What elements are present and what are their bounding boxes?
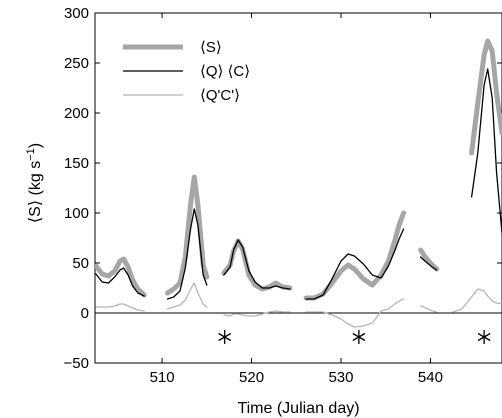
y-tick-label: 100 [64,205,89,222]
series-0 [95,38,502,301]
series-line-1 [419,256,438,271]
asterisk-marker [352,330,366,344]
y-tick-label: −50 [64,355,89,372]
y-tick-label: 0 [81,305,89,322]
series-line-0 [165,174,210,296]
series-1 [95,68,502,300]
series-line-1 [166,208,208,300]
y-axis-label: ⟨S⟩ (kg s−1) [25,143,44,223]
y-axis-label-close: ) [27,143,44,148]
legend: ⟨S⟩ ⟨Q⟩ ⟨C⟩ ⟨Q'C'⟩ [123,39,250,104]
series-line-0 [418,247,440,272]
series-line-2 [223,310,291,317]
series-line-2 [452,288,502,313]
x-tick-label: 530 [328,369,353,386]
legend-label: ⟨Q'C'⟩ [200,87,240,104]
series-line-2 [305,298,405,328]
series-line-1 [223,239,291,290]
series-line-0 [469,38,502,156]
asterisk-marker [477,330,491,344]
series-line-1 [305,228,405,300]
series-line-0 [303,210,407,301]
y-axis-label-exponent: −1 [25,148,37,161]
x-tick-label: 540 [418,369,443,386]
legend-label: ⟨S⟩ [200,39,222,56]
series-line-1 [95,267,145,297]
legend-label: ⟨Q⟩ ⟨C⟩ [200,63,250,80]
y-tick-label: 200 [64,105,89,122]
y-axis-label-main: ⟨S⟩ (kg s [27,161,44,223]
y-tick-label: 300 [64,5,89,22]
series-line-2 [166,282,208,310]
series-2 [95,282,502,328]
plot-area: −50 0 50 100 150 200 250 300 510 520 530 540 [64,5,502,386]
x-tick-label: 520 [239,369,264,386]
series-line-1 [470,68,502,234]
x-tick-label: 510 [150,369,175,386]
series-line-2 [419,305,438,313]
plot-frame [94,12,502,364]
x-axis-label: Time (Julian day) [237,400,359,417]
asterisk-marker [218,330,232,344]
y-tick-label: 250 [64,55,89,72]
series-line-2 [95,303,145,312]
y-tick-label: 50 [72,255,89,272]
series-line-0 [95,256,147,298]
y-tick-label: 150 [64,155,89,172]
